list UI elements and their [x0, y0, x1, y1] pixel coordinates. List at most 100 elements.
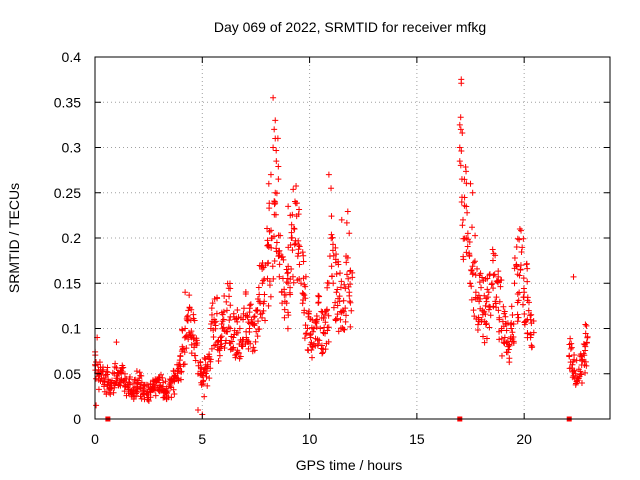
data-point	[483, 320, 490, 327]
data-point	[304, 325, 311, 332]
data-point	[234, 349, 241, 356]
data-point	[130, 396, 137, 403]
data-point	[221, 345, 228, 352]
data-point	[341, 281, 348, 288]
data-point	[490, 272, 497, 279]
data-point	[343, 219, 350, 226]
data-point	[273, 190, 280, 197]
data-point	[294, 253, 301, 260]
data-point	[513, 243, 520, 250]
data-point	[501, 310, 508, 317]
data-point	[264, 237, 271, 244]
data-point	[287, 212, 294, 219]
data-point	[232, 352, 239, 359]
data-point	[468, 266, 475, 273]
data-point	[504, 349, 511, 356]
data-point	[481, 339, 488, 346]
data-point	[227, 302, 234, 309]
data-point	[220, 308, 227, 315]
ticks-layer: 0 0.05 0.1 0.15 0.2 0.25 0.3 0.35 0.4 0 5 10 15 20	[54, 49, 610, 447]
data-point	[460, 235, 467, 242]
data-point	[569, 368, 576, 375]
data-point	[568, 365, 575, 372]
data-point	[296, 243, 303, 250]
data-point	[268, 227, 275, 234]
data-point	[491, 271, 498, 278]
data-point	[503, 327, 510, 334]
data-point	[192, 357, 199, 364]
data-point	[222, 340, 229, 347]
data-point	[328, 185, 335, 192]
data-point	[496, 328, 503, 335]
data-point	[493, 294, 500, 301]
data-point	[315, 292, 322, 299]
data-point	[226, 293, 233, 300]
data-point	[492, 300, 499, 307]
data-point	[203, 373, 210, 380]
data-point	[255, 284, 262, 291]
data-point	[500, 303, 507, 310]
data-point	[256, 326, 263, 333]
data-point	[338, 216, 345, 223]
data-point	[149, 377, 156, 384]
data-point	[576, 373, 583, 380]
data-point	[302, 273, 309, 280]
data-point	[250, 314, 257, 321]
data-point	[570, 273, 577, 280]
data-point	[134, 389, 141, 396]
data-point	[257, 299, 264, 306]
data-point	[256, 291, 263, 298]
data-point	[108, 379, 115, 386]
data-point	[509, 329, 516, 336]
data-point	[296, 206, 303, 213]
data-point	[569, 361, 576, 368]
y-tick-label: 0.2	[62, 230, 82, 246]
data-point	[273, 158, 280, 165]
data-point	[516, 225, 523, 232]
data-point	[347, 323, 354, 330]
data-point	[246, 302, 253, 309]
data-point	[265, 180, 272, 187]
data-point	[179, 326, 186, 333]
data-point	[260, 307, 267, 314]
data-point	[485, 306, 492, 313]
data-point	[313, 324, 320, 331]
data-point	[246, 309, 253, 316]
data-point	[508, 303, 515, 310]
data-point	[342, 285, 349, 292]
data-point	[266, 228, 273, 235]
data-point	[464, 243, 471, 250]
data-point	[171, 378, 178, 385]
data-point	[315, 299, 322, 306]
data-point	[266, 205, 273, 212]
data-point	[121, 370, 128, 377]
data-point	[466, 239, 473, 246]
data-point	[523, 261, 530, 268]
y-tick-label: 0.35	[54, 94, 81, 110]
data-point	[568, 344, 575, 351]
data-point	[107, 391, 114, 398]
data-point	[253, 328, 260, 335]
data-point	[133, 368, 140, 375]
data-point	[284, 325, 291, 332]
data-point	[175, 377, 182, 384]
data-point	[470, 307, 477, 314]
data-point	[197, 368, 204, 375]
data-point	[501, 334, 508, 341]
data-point	[463, 249, 470, 256]
data-point	[132, 392, 139, 399]
data-point	[285, 269, 292, 276]
data-point	[227, 346, 234, 353]
data-point	[479, 311, 486, 318]
data-point	[519, 301, 526, 308]
data-point	[138, 379, 145, 386]
data-point	[134, 380, 141, 387]
data-point	[112, 360, 119, 367]
data-point	[472, 232, 479, 239]
data-point	[457, 114, 464, 121]
data-point	[249, 348, 256, 355]
data-point	[483, 298, 490, 305]
data-point	[466, 280, 473, 287]
x-tick-label: 5	[198, 431, 206, 447]
data-point	[497, 277, 504, 284]
